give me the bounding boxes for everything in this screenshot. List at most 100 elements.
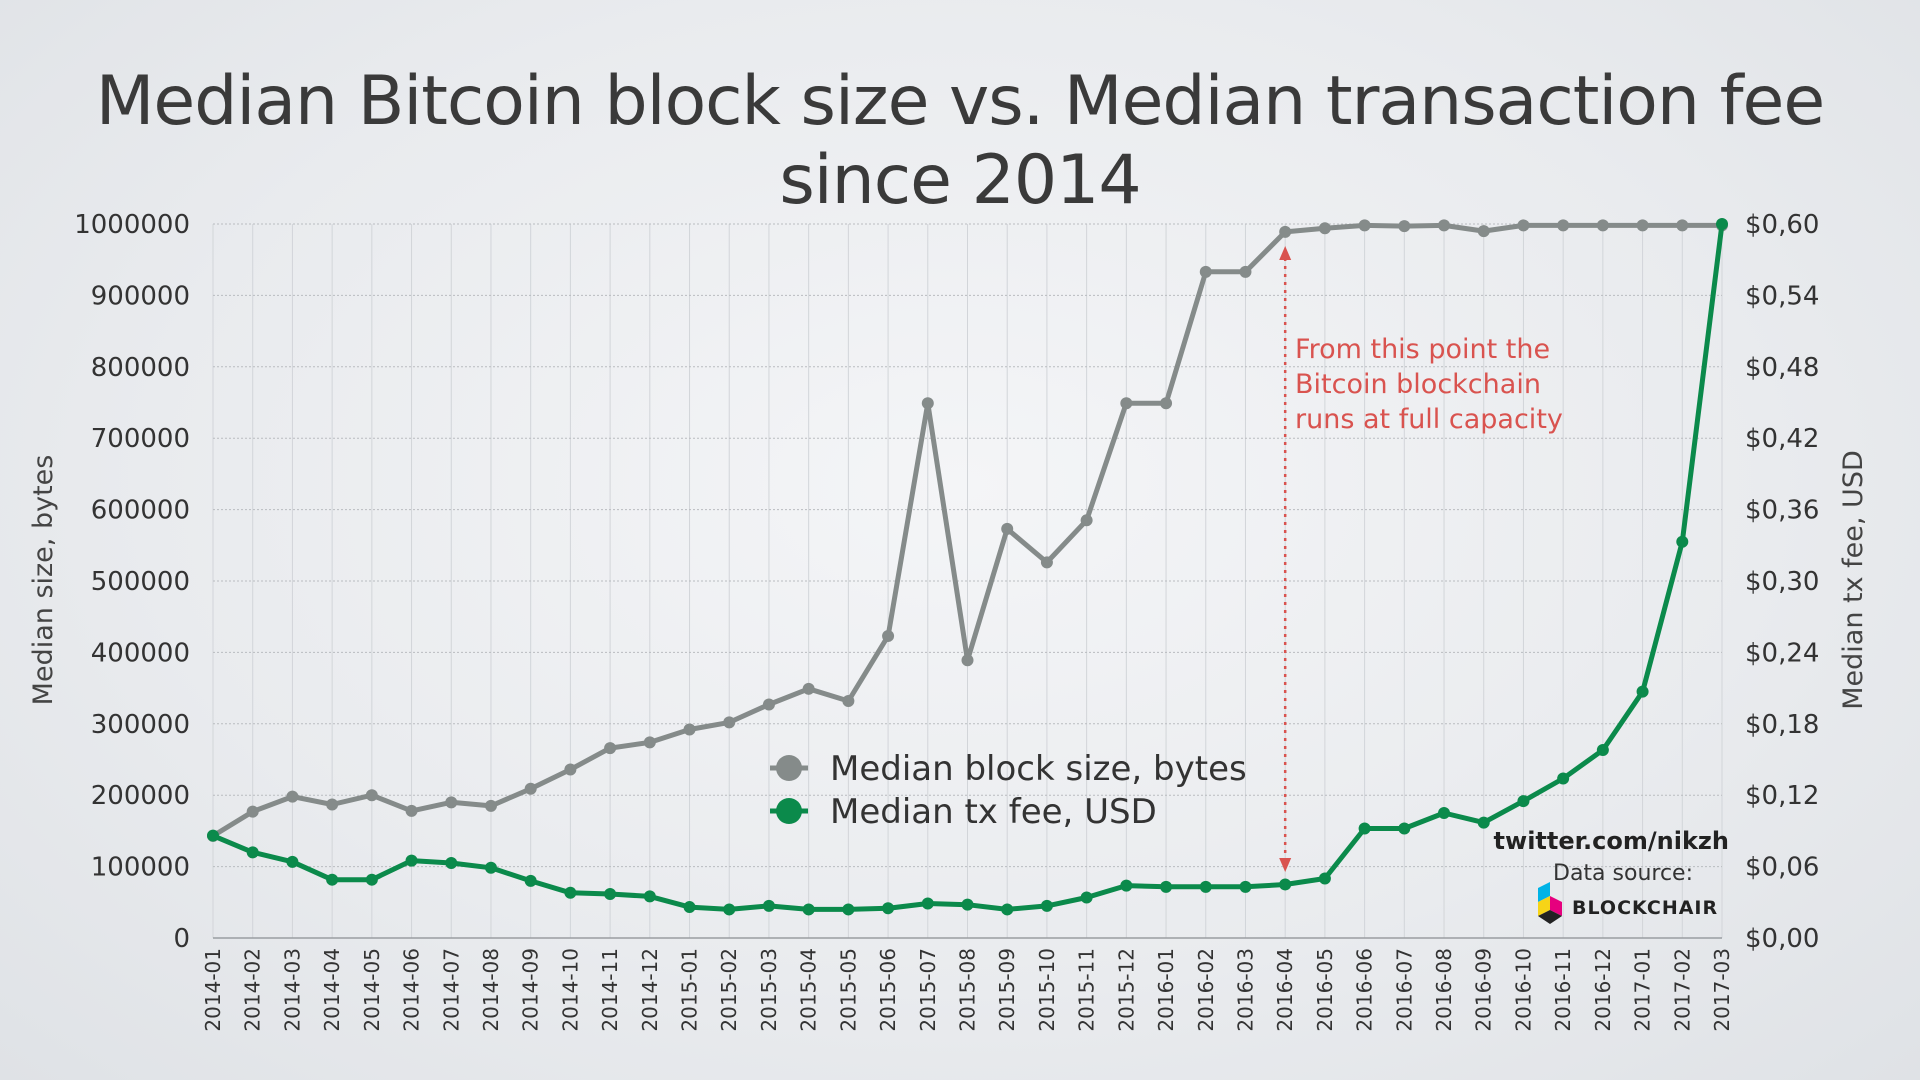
x-tick: 2016-08 (1432, 948, 1456, 1032)
series-2-point (445, 857, 458, 870)
x-tick: 2016-06 (1353, 948, 1377, 1032)
series-1-point (524, 782, 537, 795)
series-1-point (1199, 265, 1212, 278)
series-2-point (842, 903, 855, 916)
y-tick-right: $0,42 (1745, 424, 1819, 454)
x-tick: 2017-03 (1710, 948, 1734, 1032)
x-tick: 2016-09 (1472, 948, 1496, 1032)
legend-marker-size (776, 755, 802, 781)
series-1-point (1080, 514, 1093, 527)
series-2-point (1160, 880, 1173, 893)
credit-block: twitter.com/nikzh Data source: BLOCKCHAI… (1494, 827, 1729, 924)
series-2-point (1716, 218, 1728, 230)
series-2-point (484, 861, 497, 874)
x-tick: 2017-01 (1631, 948, 1655, 1032)
annotation-arrowhead-top (1279, 246, 1292, 260)
x-tick: 2016-11 (1551, 948, 1575, 1032)
series-2-point (683, 901, 696, 914)
x-tick: 2016-04 (1273, 948, 1297, 1032)
x-tick: 2015-03 (757, 948, 781, 1032)
x-tick: 2015-06 (876, 948, 900, 1032)
series-1-point (1596, 219, 1609, 232)
series-1-point (1477, 225, 1490, 238)
series-1-point (1160, 397, 1173, 410)
y-tick-left: 100000 (91, 853, 190, 883)
series-2-point (723, 903, 736, 916)
series-1-point (882, 629, 895, 642)
series-2-point (1517, 795, 1530, 808)
series-2-point (1318, 872, 1331, 885)
series-1-point (1438, 219, 1451, 232)
x-tick: 2015-09 (995, 948, 1019, 1032)
series-1-point (405, 804, 418, 817)
series-2-point (1398, 822, 1411, 835)
series-1-point (1517, 219, 1530, 232)
series-2-point (1040, 899, 1053, 912)
x-tick: 2014-02 (241, 948, 265, 1032)
y-tick-left: 200000 (91, 781, 190, 811)
y-tick-left: 600000 (91, 496, 190, 526)
series-2-point (246, 846, 259, 859)
x-tick: 2014-03 (280, 948, 304, 1032)
series-1-point (1239, 265, 1252, 278)
series-2-point (1001, 903, 1014, 916)
annotation-line-1: From this point the (1295, 334, 1550, 365)
y-tick-right: $0,06 (1745, 853, 1819, 883)
series-2-point (524, 874, 537, 887)
series-2-point (762, 899, 775, 912)
x-tick: 2014-06 (400, 948, 424, 1032)
series-1-point (842, 694, 855, 707)
series-2-point (1596, 743, 1609, 756)
series-2-point (1358, 822, 1371, 835)
series-2-point (1279, 878, 1292, 891)
x-tick: 2014-12 (638, 948, 662, 1032)
annotation-arrowhead-bottom (1279, 858, 1292, 872)
x-tick: 2015-12 (1114, 948, 1138, 1032)
y-axis-left: 0 100000 200000 300000 400000 500000 600000 700… (74, 210, 190, 954)
blockchair-logo-icon (1538, 882, 1562, 924)
series-1-point (762, 698, 775, 711)
series-1-point (365, 789, 378, 802)
y-tick-right: $0,12 (1745, 781, 1819, 811)
series-2-point (1557, 772, 1570, 785)
y-tick-left: 0 (173, 924, 190, 954)
twitter-handle: twitter.com/nikzh (1494, 827, 1729, 855)
series-1-point (286, 790, 299, 803)
series-2-point (1199, 880, 1212, 893)
series-1-point (1120, 397, 1133, 410)
y-axis-right: $0,00 $0,06 $0,12 $0,18 $0,24 $0,30 $0,36 $0,42… (1745, 210, 1819, 954)
x-tick: 2014-08 (479, 948, 503, 1032)
series-1-point (643, 736, 656, 749)
series-1-point (326, 798, 339, 811)
x-tick: 2015-11 (1075, 948, 1099, 1032)
x-tick: 2015-01 (678, 948, 702, 1032)
series-2-point (365, 873, 378, 886)
series-2-point (405, 854, 418, 867)
y-tick-right: $0,36 (1745, 496, 1819, 526)
series-2-point (1676, 535, 1689, 548)
series-2-point (1477, 816, 1490, 829)
y-tick-left: 300000 (91, 710, 190, 740)
x-tick: 2016-07 (1392, 948, 1416, 1032)
legend-label-size: Median block size, bytes (830, 749, 1247, 789)
x-axis: 2014-01 2014-02 2014-03 2014-04 2014-05 2014-… (201, 948, 1734, 1032)
y-tick-left: 1000000 (74, 210, 190, 240)
series-1-point (1557, 219, 1570, 232)
series-1-point (445, 796, 458, 809)
annotation: From this point the Bitcoin blockchain r… (1279, 246, 1563, 872)
series-1-point (802, 682, 815, 695)
x-tick: 2017-02 (1670, 948, 1694, 1032)
series-2-point (1636, 685, 1649, 698)
series-1-point (1358, 219, 1371, 232)
x-tick: 2015-08 (956, 948, 980, 1032)
series-2-point (1120, 879, 1133, 892)
y-tick-left: 400000 (91, 638, 190, 668)
series-1-point (246, 805, 259, 818)
x-tick: 2015-10 (1035, 948, 1059, 1032)
series-2-point (326, 873, 339, 886)
series-1-point (1636, 219, 1649, 232)
x-tick: 2014-09 (519, 948, 543, 1032)
series-1-point (604, 742, 617, 755)
series-1-point (961, 654, 974, 667)
series-1-point (723, 716, 736, 729)
